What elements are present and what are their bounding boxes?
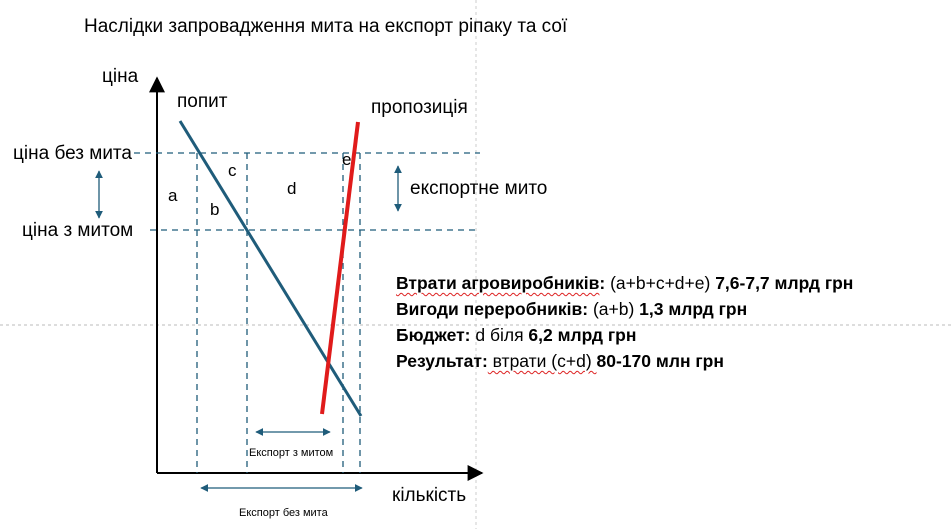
export-duty-label: експортне мито xyxy=(410,178,548,199)
demand-curve xyxy=(178,120,363,417)
result-formula: (a+b) xyxy=(588,299,640,319)
result-key: Результат xyxy=(396,351,482,371)
export-with-duty-label: Експорт з митом xyxy=(249,447,334,459)
area-b-label: b xyxy=(210,200,220,219)
result-value: 1,3 млрд грн xyxy=(639,299,748,319)
result-losses: Втрати агровиробників: (a+b+c+d+e) 7,6-7… xyxy=(396,273,854,293)
area-d-label: d xyxy=(287,179,297,198)
supply-curve xyxy=(320,121,360,415)
supply-label: пропозиція xyxy=(371,97,468,118)
result-total: Результат: втрати (c+d) 80-170 млн грн xyxy=(396,351,724,371)
result-formula: d біля xyxy=(470,325,529,345)
result-value: 6,2 млрд грн xyxy=(528,325,637,345)
result-value: 80-170 млн грн xyxy=(596,351,724,371)
area-e-label: e xyxy=(342,150,352,169)
result-formula: втрати (c+d) xyxy=(487,351,597,371)
demand-label: попит xyxy=(177,91,228,112)
page-title: Наслідки запровадження мита на експорт р… xyxy=(84,16,568,37)
result-key: Втрати агровиробників xyxy=(396,273,600,293)
result-gains: Вигоди переробників: (a+b) 1,3 млрд грн xyxy=(396,299,748,319)
x-axis-label: кількість xyxy=(392,485,467,506)
export-without-duty-label: Експорт без мита xyxy=(239,507,328,519)
price-no-duty-label: ціна без мита xyxy=(13,143,132,164)
result-budget: Бюджет: d біля 6,2 млрд грн xyxy=(396,325,637,345)
area-c-label: c xyxy=(228,161,237,180)
y-axis-label: ціна xyxy=(102,66,139,87)
price-with-duty-label: ціна з митом xyxy=(22,220,134,241)
result-formula: (a+b+c+d+e) xyxy=(605,273,716,293)
result-key: Бюджет xyxy=(396,325,465,345)
result-value: 7,6-7,7 млрд грн xyxy=(715,273,854,293)
results-block: Втрати агровиробників: (a+b+c+d+e) 7,6-7… xyxy=(396,270,853,374)
area-a-label: a xyxy=(168,186,178,205)
result-key: Вигоди переробників xyxy=(396,299,583,319)
